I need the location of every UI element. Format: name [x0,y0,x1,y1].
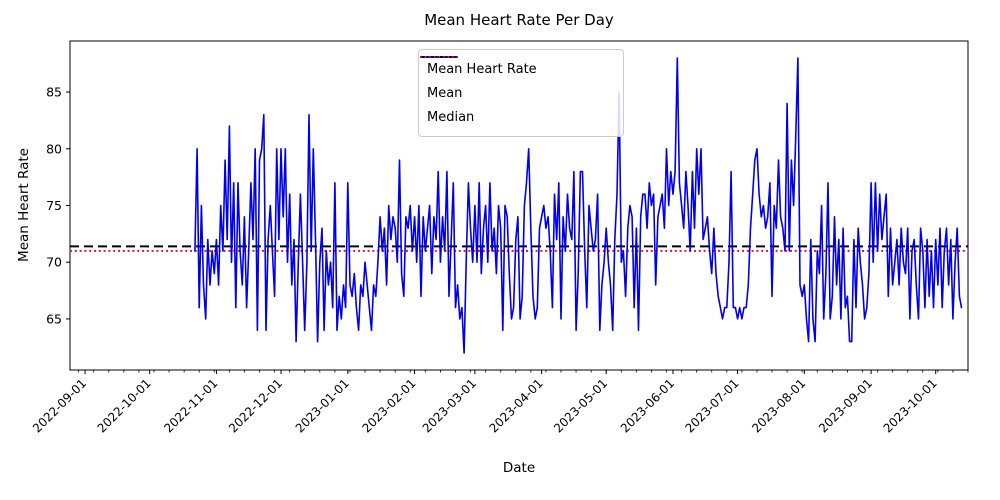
x-tick-label: 2023-07-01 [682,376,741,435]
x-tick-label: 2023-08-01 [749,376,808,435]
x-tick-label: 2022-12-01 [226,376,285,435]
legend-line-dashed-icon [420,56,458,58]
legend-entry: Mean [420,56,613,105]
legend-line-dotted-icon [420,56,458,58]
x-tick-label: 2023-09-01 [816,376,875,435]
y-tick-label: 75 [46,198,62,213]
x-tick-label: 2023-01-01 [293,376,352,435]
y-tick-label: 65 [46,311,62,326]
chart-title: Mean Heart Rate Per Day [424,11,614,29]
x-tick-label: 2023-02-01 [359,376,418,435]
legend-label: Median [427,109,475,125]
x-axis-label: Date [502,460,536,476]
y-tick-label: 80 [46,141,62,156]
x-tick-label: 2023-10-01 [881,376,940,435]
legend-label: Mean Heart Rate [427,61,537,77]
x-tick-label: 2022-10-01 [95,376,154,435]
y-tick-label: 85 [46,85,62,100]
legend-label: Mean [427,85,463,101]
x-tick-label: 2023-04-01 [487,376,546,435]
x-tick-label: 2022-09-01 [30,376,89,435]
x-tick-label: 2022-11-01 [161,376,220,435]
x-tick-label: 2023-03-01 [420,376,479,435]
y-axis-label: Mean Heart Rate [16,148,32,262]
x-tick-label: 2023-06-01 [618,376,677,435]
x-tick-label: 2023-05-01 [551,376,610,435]
legend-entry: Median [420,56,613,129]
heart-rate-series-line [194,57,963,354]
legend: Mean Heart Rate Mean Median [418,49,624,137]
y-tick-label: 70 [46,255,62,270]
